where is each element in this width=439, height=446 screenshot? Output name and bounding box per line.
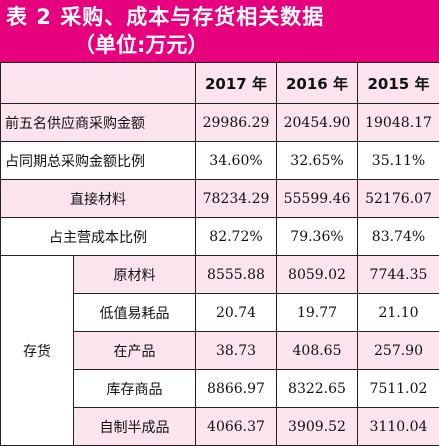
table-row: 存货 原材料 8555.88 8059.02 7744.35 [1,256,439,294]
cell-value: 7744.35 [358,256,439,294]
cell-value: 3909.52 [277,408,358,446]
table-title: 表 2 采购、成本与存货相关数据 [6,4,324,30]
cell-value: 8866.97 [196,370,277,408]
inventory-group-label: 存货 [1,256,74,446]
row-label: 占同期总采购金额比例 [1,142,196,180]
cell-value: 4066.37 [196,408,277,446]
cell-value: 7511.02 [358,370,439,408]
cell-value: 82.72% [196,218,277,256]
table-row: 前五名供应商采购金额 29986.29 20454.90 19048.17 [1,104,439,142]
header-year-2015: 2015 年 [358,63,439,104]
cell-value: 20454.90 [277,104,358,142]
cell-value: 3110.04 [358,408,439,446]
row-label: 原材料 [74,256,196,294]
cell-value: 19048.17 [358,104,439,142]
cell-value: 29986.29 [196,104,277,142]
cell-value: 83.74% [358,218,439,256]
table-row: 占同期总采购金额比例 34.60% 32.65% 35.11% [1,142,439,180]
row-label: 前五名供应商采购金额 [1,104,196,142]
header-blank-cell [1,63,196,104]
row-label: 低值易耗品 [74,294,196,332]
table-unit-note: （单位:万元） [74,32,208,58]
cell-value: 20.74 [196,294,277,332]
row-label: 在产品 [74,332,196,370]
cell-value: 52176.07 [358,180,439,218]
cell-value: 35.11% [358,142,439,180]
header-row: 2017 年 2016 年 2015 年 [1,63,439,104]
cell-value: 38.73 [196,332,277,370]
cell-value: 79.36% [277,218,358,256]
cell-value: 19.77 [277,294,358,332]
header-year-2017: 2017 年 [196,63,277,104]
document-page: 表 2 采购、成本与存货相关数据 （单位:万元） 2017 年 2016 年 2… [0,0,439,423]
cell-value: 34.60% [196,142,277,180]
cell-value: 8322.65 [277,370,358,408]
cell-value: 257.90 [358,332,439,370]
table-row: 直接材料 78234.29 55599.46 52176.07 [1,180,439,218]
cell-value: 78234.29 [196,180,277,218]
table-title-banner: 表 2 采购、成本与存货相关数据 （单位:万元） [0,0,439,62]
cell-value: 408.65 [277,332,358,370]
cell-value: 21.10 [358,294,439,332]
row-label: 占主营成本比例 [1,218,196,256]
table-row: 占主营成本比例 82.72% 79.36% 83.74% [1,218,439,256]
cell-value: 8059.02 [277,256,358,294]
row-label: 库存商品 [74,370,196,408]
header-year-2016: 2016 年 [277,63,358,104]
data-table: 2017 年 2016 年 2015 年 前五名供应商采购金额 29986.29… [0,62,439,446]
row-label: 自制半成品 [74,408,196,446]
row-label: 直接材料 [1,180,196,218]
cell-value: 32.65% [277,142,358,180]
cell-value: 55599.46 [277,180,358,218]
cell-value: 8555.88 [196,256,277,294]
